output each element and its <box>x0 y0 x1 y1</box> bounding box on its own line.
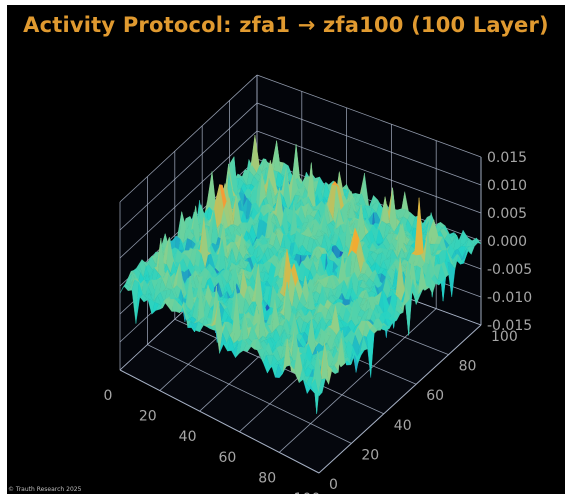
right-wall-gridline-horizontal <box>256 74 482 158</box>
z-tick-label: 0.005 <box>487 206 527 222</box>
y-tick-label: 80 <box>459 359 477 375</box>
axis-ticks: 0 20 40 60 80 100 0 20 40 60 80 100 0.015 0.010 0.005 0… <box>104 150 533 494</box>
floor-gridline-x <box>278 308 437 453</box>
z-tick-label: -0.010 <box>487 290 532 306</box>
z-tick-label: 0.010 <box>487 178 527 194</box>
activity-surface <box>119 135 482 414</box>
copyright-notice: © Trauth Research 2025 <box>8 486 82 493</box>
x-tick-label: 100 <box>294 491 321 494</box>
z-tick-label: 0.015 <box>487 150 527 166</box>
y-tick-label: 100 <box>491 329 518 345</box>
x-tick-label: 20 <box>139 409 157 425</box>
right-wall-gridline-horizontal <box>256 130 482 214</box>
chart-title: Activity Protocol: zfa1 → zfa100 (100 La… <box>23 13 549 37</box>
y-tick-label: 60 <box>426 388 444 404</box>
y-tick-label: 20 <box>361 447 379 463</box>
z-tick-label: 0.000 <box>487 234 527 250</box>
x-axis-line <box>119 369 320 474</box>
y-axis-line <box>318 324 482 474</box>
left-wall-gridline-horizontal <box>119 130 258 259</box>
x-tick-label: 0 <box>104 388 113 404</box>
y-tick-label: 40 <box>394 418 412 434</box>
floor-gridline-y <box>147 344 352 444</box>
right-wall-gridline-horizontal <box>256 102 482 186</box>
left-wall-gridline-horizontal <box>119 102 258 231</box>
chart-frame: 0 20 40 60 80 100 0 20 40 60 80 100 0.015 0.010 0.005 0… <box>7 5 565 494</box>
surface-plot: 0 20 40 60 80 100 0 20 40 60 80 100 0.015 0.010 0.005 0… <box>104 74 533 494</box>
surface-cell <box>314 379 323 397</box>
x-tick-label: 40 <box>179 429 197 445</box>
x-tick-label: 80 <box>258 470 276 486</box>
z-tick-label: -0.015 <box>487 318 532 334</box>
left-wall-gridline-horizontal <box>119 74 258 203</box>
z-tick-label: -0.005 <box>487 262 532 278</box>
y-tick-label: 0 <box>329 477 338 493</box>
x-tick-label: 60 <box>218 450 236 466</box>
